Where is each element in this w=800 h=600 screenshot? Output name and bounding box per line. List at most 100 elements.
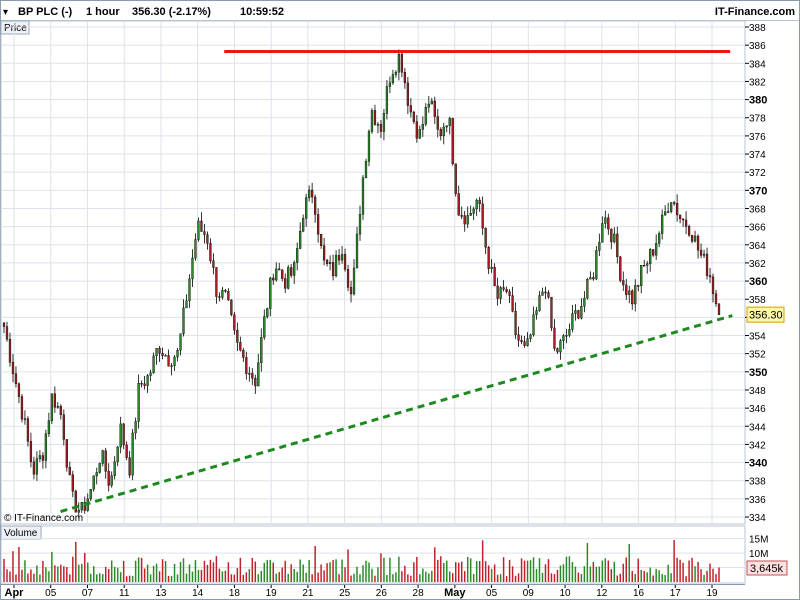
candle-up xyxy=(568,329,571,336)
watermark: © IT-Finance.com xyxy=(4,513,83,524)
candle-up xyxy=(275,268,278,281)
candle-up xyxy=(529,334,532,339)
candle-up xyxy=(185,300,188,309)
price-change: 356.30 (-2.17%) xyxy=(132,6,211,18)
candle-down xyxy=(643,265,646,267)
candle-up xyxy=(598,242,601,251)
candle-up xyxy=(98,463,101,473)
candle-down xyxy=(68,466,71,475)
candle-up xyxy=(170,365,173,367)
price-tick-label: 354 xyxy=(749,332,766,343)
price-tick-label: 368 xyxy=(749,204,766,215)
price-tick-label: 340 xyxy=(749,458,767,470)
candle-down xyxy=(508,291,511,296)
price-pane-label: Price xyxy=(4,23,27,34)
candle-down xyxy=(107,471,110,486)
price-tick-label: 370 xyxy=(749,185,767,197)
candle-up xyxy=(146,375,149,386)
time-tick-label: 16 xyxy=(633,588,645,599)
candle-down xyxy=(215,267,218,297)
candle-down xyxy=(200,220,203,232)
candle-up xyxy=(583,297,586,307)
candle-down xyxy=(314,196,317,215)
candle-up xyxy=(571,313,574,330)
candle-down xyxy=(212,260,215,268)
candle-down xyxy=(592,277,595,280)
candle-up xyxy=(445,125,448,128)
candle-up xyxy=(149,372,152,376)
candle-up xyxy=(565,335,568,337)
candle-up xyxy=(376,124,380,126)
candle-down xyxy=(400,53,404,73)
candle-down xyxy=(433,100,436,117)
time-tick-label: 26 xyxy=(376,588,388,599)
candle-down xyxy=(316,214,320,235)
candle-down xyxy=(236,329,239,343)
time-tick-label: 07 xyxy=(82,588,94,599)
symbol-name[interactable]: BP PLC (-) xyxy=(18,6,73,18)
interval-label[interactable]: 1 hour xyxy=(86,6,120,18)
price-tick-label: 334 xyxy=(749,513,766,524)
candle-up xyxy=(430,100,433,105)
candle-up xyxy=(538,295,541,311)
candle-up xyxy=(667,211,670,213)
candle-up xyxy=(155,347,158,357)
candle-up xyxy=(526,338,529,346)
volume-tick-label: 15M xyxy=(749,535,768,546)
candle-up xyxy=(649,249,652,264)
candle-up xyxy=(634,285,637,305)
time-tick-label: 13 xyxy=(155,588,167,599)
candle-up xyxy=(110,475,113,486)
candle-up xyxy=(305,197,308,219)
candlestick-series xyxy=(2,49,721,520)
candle-down xyxy=(29,441,33,462)
candle-down xyxy=(520,339,523,342)
candle-down xyxy=(672,202,676,204)
candle-up xyxy=(613,233,616,243)
candle-down xyxy=(436,116,439,130)
candle-down xyxy=(227,291,230,301)
candle-down xyxy=(699,249,703,256)
candle-up xyxy=(38,455,42,459)
candle-up xyxy=(119,423,122,448)
candle-down xyxy=(556,348,559,353)
candle-down xyxy=(412,111,415,122)
candle-up xyxy=(388,82,392,87)
candle-down xyxy=(161,353,164,356)
price-tick-label: 384 xyxy=(749,59,766,70)
candle-down xyxy=(224,290,227,292)
candle-down xyxy=(125,444,128,458)
candle-down xyxy=(505,289,508,292)
candle-up xyxy=(391,74,395,84)
candle-up xyxy=(173,356,176,366)
candle-down xyxy=(705,253,709,276)
time-tick-label: 19 xyxy=(706,588,718,599)
candle-up xyxy=(670,202,673,212)
candle-up xyxy=(702,253,706,256)
candle-up xyxy=(469,213,472,216)
candle-up xyxy=(661,214,664,234)
candle-up xyxy=(299,230,302,249)
candle-down xyxy=(53,393,56,408)
price-tick-label: 362 xyxy=(749,259,766,270)
candle-down xyxy=(619,256,622,281)
price-tick-label: 358 xyxy=(749,295,766,306)
candle-down xyxy=(652,249,655,256)
candle-down xyxy=(373,110,377,125)
price-tick-label: 378 xyxy=(749,114,766,125)
candle-up xyxy=(134,421,137,434)
candle-up xyxy=(257,362,260,387)
candle-up xyxy=(382,113,386,132)
candle-down xyxy=(637,285,640,287)
candle-up xyxy=(23,418,27,420)
time-tick-label: 05 xyxy=(486,588,498,599)
candle-down xyxy=(337,255,341,261)
candle-up xyxy=(77,509,80,513)
candle-up xyxy=(442,126,445,137)
candle-up xyxy=(92,475,95,490)
candle-down xyxy=(547,292,550,298)
price-tick-label: 382 xyxy=(749,77,766,88)
price-tick-label: 376 xyxy=(749,132,766,143)
time-axis: Apr 05 07 11 13 14 18 19 21 25 26 28 May 05 09 10 12 16 17… xyxy=(1,584,745,599)
candle-up xyxy=(35,458,39,475)
